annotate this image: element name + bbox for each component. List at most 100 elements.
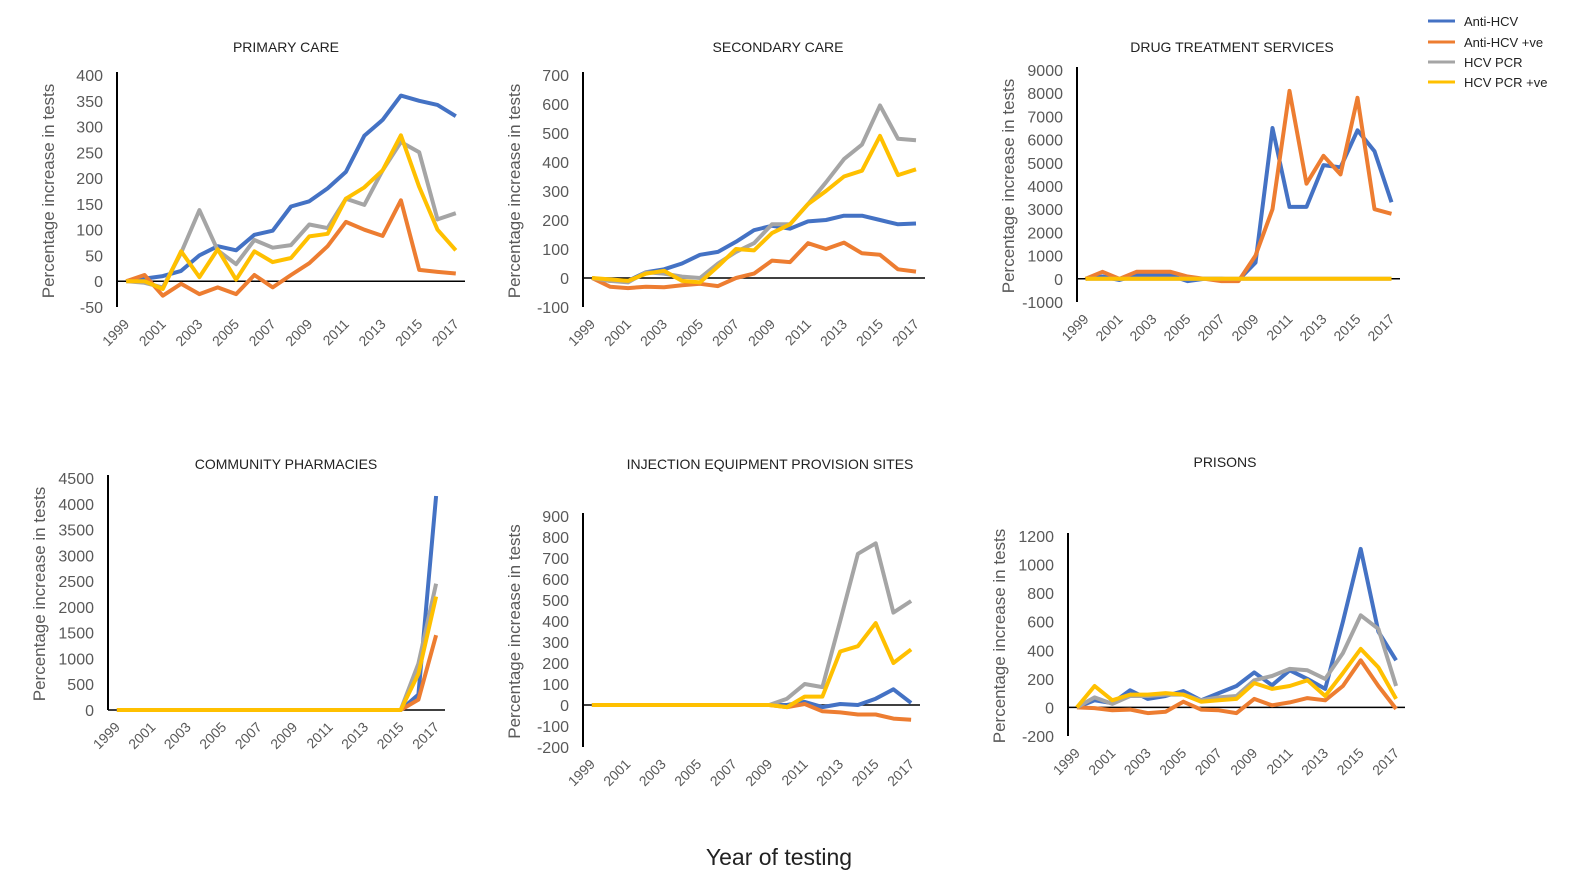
series-line-anti-hcv-ve xyxy=(1076,658,1398,716)
y-tick-label: 5000 xyxy=(1027,156,1063,173)
y-tick-label: 400 xyxy=(542,614,569,631)
y-tick-label: 700 xyxy=(542,551,569,568)
x-tick-label: 2007 xyxy=(232,719,265,752)
chart-title: SECONDARY CARE xyxy=(713,39,844,55)
y-tick-label: 0 xyxy=(1045,700,1054,717)
y-tick-label: 0 xyxy=(560,271,569,288)
x-tick-label: 2001 xyxy=(601,316,634,349)
x-tick-label: 2009 xyxy=(745,316,778,349)
x-tick-label: 2011 xyxy=(782,316,815,349)
x-tick-label: 2005 xyxy=(1156,745,1189,778)
y-tick-label: 800 xyxy=(542,530,569,547)
y-tick-label: 0 xyxy=(94,274,103,291)
legend-label: Anti-HCV +ve xyxy=(1464,35,1543,50)
chart-title: PRIMARY CARE xyxy=(233,39,339,55)
y-tick-label: 8000 xyxy=(1027,86,1063,103)
series-line-hcv-pcr-ve xyxy=(126,133,458,291)
x-tick-label: 2007 xyxy=(245,316,278,349)
x-tick-label: 2011 xyxy=(303,719,336,752)
chart-panel: SECONDARY CARE Percentage increase in tes… xyxy=(505,39,925,349)
y-axis-title: Percentage increase in tests xyxy=(39,84,58,299)
chart-panel: COMMUNITY PHARMACIES Percentage increase … xyxy=(30,456,445,752)
x-tick-label: 2009 xyxy=(267,719,300,752)
y-tick-label: 50 xyxy=(85,248,103,265)
series-line-anti-hcv-ve xyxy=(116,634,439,712)
y-tick-label: 400 xyxy=(1027,643,1054,660)
x-tick-label: 1999 xyxy=(565,756,598,789)
y-axis-title: Percentage increase in tests xyxy=(999,79,1018,294)
series-line-anti-hcv xyxy=(116,495,439,712)
x-tick-label: 2005 xyxy=(671,756,704,789)
y-tick-label: 3000 xyxy=(58,548,94,565)
x-tick-label: 2015 xyxy=(392,316,425,349)
y-tick-label: 100 xyxy=(542,677,569,694)
x-tick-label: 2005 xyxy=(196,719,229,752)
y-tick-label: 100 xyxy=(76,223,103,240)
x-tick-label: 2015 xyxy=(853,316,886,349)
x-tick-label: 1999 xyxy=(565,316,598,349)
x-tick-label: 2005 xyxy=(1160,311,1193,344)
y-tick-label: 600 xyxy=(542,572,569,589)
series-line-hcv-pcr-ve xyxy=(116,596,439,712)
y-tick-label: 1000 xyxy=(1027,249,1063,266)
y-tick-label: 300 xyxy=(542,635,569,652)
y-tick-label: 500 xyxy=(67,677,94,694)
x-tick-label: 2001 xyxy=(600,756,633,789)
series-line-anti-hcv-ve xyxy=(125,198,456,298)
x-tick-label: 2013 xyxy=(813,756,846,789)
x-tick-label: 2011 xyxy=(1263,745,1296,778)
x-tick-label: 2001 xyxy=(125,719,158,752)
chart-panel: PRIMARY CARE Percentage increase in tests… xyxy=(39,39,465,349)
x-tick-label: 2007 xyxy=(709,316,742,349)
x-tick-label: 2003 xyxy=(172,316,205,349)
x-tick-label: 2013 xyxy=(338,719,371,752)
x-tick-label: 2003 xyxy=(161,719,194,752)
x-tick-label: 1999 xyxy=(90,719,123,752)
y-tick-label: -100 xyxy=(537,300,569,317)
y-tick-label: 3000 xyxy=(1027,202,1063,219)
chart-panel: INJECTION EQUIPMENT PROVISION SITES Perce… xyxy=(505,456,920,789)
x-tick-label: 2007 xyxy=(707,756,740,789)
y-tick-label: 2500 xyxy=(58,574,94,591)
x-tick-label: 2003 xyxy=(1121,745,1154,778)
series-line-hcv-pcr xyxy=(591,103,917,285)
chart-panel: PRISONS Percentage increase in tests -200 0… xyxy=(990,454,1405,778)
x-tick-label: 2007 xyxy=(1192,745,1225,778)
x-tick-label: 2001 xyxy=(1092,311,1125,344)
series-line-hcv-pcr-ve xyxy=(591,621,913,710)
y-tick-label: 3500 xyxy=(58,523,94,540)
x-tick-label: 2005 xyxy=(673,316,706,349)
chart-title: INJECTION EQUIPMENT PROVISION SITES xyxy=(627,456,914,472)
chart-panel: DRUG TREATMENT SERVICES Percentage increa… xyxy=(999,39,1400,344)
x-tick-label: 2011 xyxy=(1263,311,1296,344)
y-tick-label: 0 xyxy=(1054,272,1063,289)
y-tick-label: 4000 xyxy=(58,497,94,514)
x-tick-label: 2015 xyxy=(373,719,406,752)
legend-label: Anti-HCV xyxy=(1464,14,1519,29)
x-tick-label: 1999 xyxy=(1058,311,1091,344)
y-tick-label: 4500 xyxy=(58,471,94,488)
x-tick-label: 2017 xyxy=(889,316,922,349)
x-tick-label: 2009 xyxy=(282,316,315,349)
y-tick-label: 300 xyxy=(542,184,569,201)
x-tick-label: 2017 xyxy=(1364,311,1397,344)
y-tick-label: 0 xyxy=(85,703,94,720)
x-tick-label: 2003 xyxy=(637,316,670,349)
y-tick-label: 700 xyxy=(542,68,569,85)
y-tick-label: -1000 xyxy=(1022,295,1063,312)
y-axis-title: Percentage increase in tests xyxy=(505,84,524,299)
y-tick-label: 6000 xyxy=(1027,133,1063,150)
legend-label: HCV PCR +ve xyxy=(1464,75,1547,90)
series-line-hcv-pcr-ve xyxy=(1075,646,1398,709)
y-tick-label: 1000 xyxy=(1018,558,1054,575)
legend-label: HCV PCR xyxy=(1464,55,1523,70)
y-tick-label: 2000 xyxy=(1027,225,1063,242)
y-tick-label: 300 xyxy=(76,120,103,137)
y-tick-label: 0 xyxy=(560,698,569,715)
x-tick-label: 2001 xyxy=(136,316,169,349)
y-tick-label: 400 xyxy=(542,155,569,172)
x-tick-label: 2003 xyxy=(1126,311,1159,344)
y-tick-label: 200 xyxy=(76,171,103,188)
x-tick-label: 2005 xyxy=(209,316,242,349)
